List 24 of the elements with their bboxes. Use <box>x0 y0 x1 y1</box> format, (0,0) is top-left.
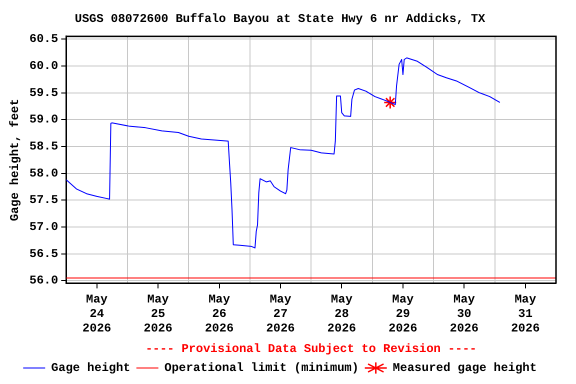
y-tick-label: 58.0 <box>29 166 58 180</box>
chart-title: USGS 08072600 Buffalo Bayou at State Hwy 6 nr Addicks, TX <box>74 12 486 26</box>
x-tick-label: May 25 2026 <box>144 292 172 336</box>
y-tick-label: 58.5 <box>29 139 58 154</box>
x-tick-label: May 24 2026 <box>82 292 112 336</box>
x-tick-label: May 31 2026 <box>510 292 540 336</box>
x-tick-label: May 27 2026 <box>266 292 295 336</box>
y-tick-label: 56.5 <box>29 246 58 261</box>
y-axis-title: Gage height, feet <box>8 98 22 222</box>
legend-label: Gage height <box>51 361 130 376</box>
x-tick-label: May 28 2026 <box>327 292 356 336</box>
y-tick-label: 59.0 <box>29 112 58 127</box>
y-tick-label: 56.0 <box>29 274 58 288</box>
y-tick-label: 57.5 <box>29 193 58 208</box>
legend-label: Measured gage height <box>392 361 537 376</box>
legend-label: Operational limit (minimum) <box>164 361 359 376</box>
y-tick-label: 59.5 <box>29 86 58 100</box>
y-tick-label: 57.0 <box>29 220 58 234</box>
x-tick-label: May 30 2026 <box>450 292 479 336</box>
x-tick-label: May 26 2026 <box>204 292 234 336</box>
text: ---- Provisional Data Subject to Revision ---- <box>145 342 477 356</box>
y-tick-label: 60.0 <box>29 58 58 73</box>
y-tick-label: 60.5 <box>29 32 58 46</box>
x-tick-label: May 29 2026 <box>388 292 418 336</box>
